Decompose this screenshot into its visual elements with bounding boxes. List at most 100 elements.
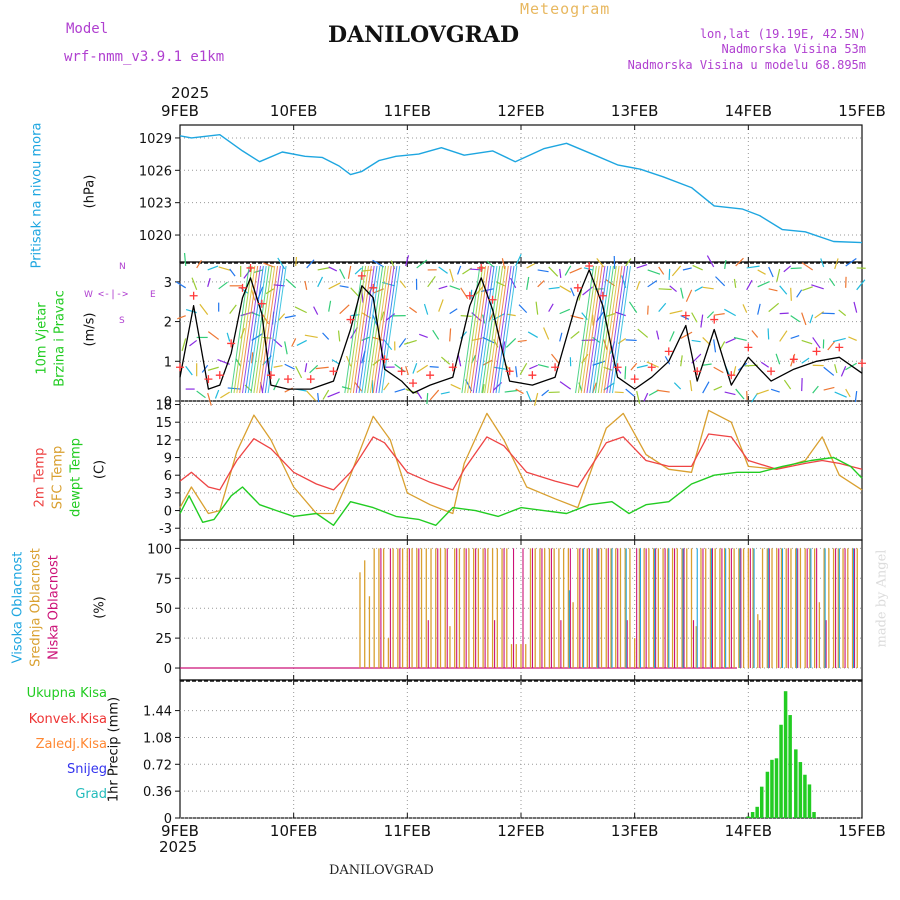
wind-arrow: [725, 337, 736, 344]
x-tick-label-bottom: 15FEB: [838, 822, 885, 840]
wind-arrow: [284, 341, 288, 355]
y-tick-label-precip: 1.44: [143, 705, 172, 720]
wind-arrow: [347, 265, 352, 279]
wind-arrow: [504, 389, 518, 393]
wind-gust-stroke: [489, 265, 509, 394]
wind-arrow: [449, 328, 452, 342]
wind-gust-stroke: [481, 265, 501, 394]
wind-gust-stroke: [230, 265, 250, 394]
wind-arrow: [543, 327, 550, 340]
precip-bar: [788, 715, 792, 818]
wind-arrow: [630, 362, 638, 371]
wind-arrow: [306, 390, 316, 401]
wind-max-marker: [204, 375, 213, 384]
wind-gust-stroke: [256, 265, 276, 394]
year-label-top: 2025: [171, 84, 210, 102]
wind-gust-stroke: [242, 265, 262, 394]
wind-max-marker: [238, 283, 247, 292]
wind-max-marker: [727, 371, 736, 380]
wind-arrow: [405, 366, 409, 376]
wind-gust-stroke: [253, 265, 273, 394]
wind-arrow: [529, 364, 538, 370]
x-tick-label-top: 12FEB: [497, 102, 544, 120]
wind-arrow: [519, 362, 528, 375]
x-tick-label-bottom: 12FEB: [497, 822, 544, 840]
precip-bar: [779, 724, 783, 818]
y-tick-label-cloud: 75: [155, 572, 172, 587]
y-tick-label-precip: 1.08: [143, 731, 172, 746]
wind-max-marker: [744, 343, 753, 352]
wind-arrow: [801, 312, 807, 326]
wind-max-marker: [380, 355, 389, 364]
wind-arrow: [331, 359, 340, 365]
wind-arrow: [770, 388, 780, 393]
wind-arrow: [845, 258, 857, 267]
wind-arrow: [229, 304, 237, 314]
wind-max-marker: [409, 379, 418, 388]
wind-arrow: [327, 391, 340, 398]
wind-arrow: [823, 386, 835, 391]
wind-arrow: [658, 266, 665, 275]
wind-arrow: [185, 365, 193, 376]
wind-arrow: [341, 386, 351, 390]
wind-arrow: [350, 314, 360, 317]
wind-arrow: [284, 363, 295, 370]
wind-arrow: [658, 288, 672, 291]
wind-gust-stroke: [372, 265, 392, 394]
wind-arrow: [845, 388, 851, 398]
elevation-label: Nadmorska Visina 53m: [721, 42, 867, 56]
wind-arrow: [306, 259, 315, 269]
wind-max-marker: [465, 291, 474, 300]
precip-bar: [746, 816, 750, 818]
wind-arrow: [702, 286, 714, 290]
wind-arrow: [856, 279, 866, 291]
wind-max-marker: [227, 339, 236, 348]
wind-arrow: [273, 364, 283, 368]
wind-max-marker: [681, 311, 690, 320]
wind-arrow: [783, 265, 792, 273]
wind-arrow: [834, 364, 838, 374]
y-tick-label-pressure: 1020: [139, 229, 172, 244]
wind-max-marker: [189, 291, 198, 300]
wind-max-marker: [528, 371, 537, 380]
wind-arrow: [486, 260, 495, 268]
wind-arrow: [460, 287, 469, 300]
wind-arrow: [515, 388, 524, 395]
wind-max-marker: [357, 271, 366, 280]
wind-arrow: [317, 393, 320, 403]
wind-arrow: [328, 300, 332, 312]
model-name: wrf-nmm_v3.9.1 e1km: [64, 49, 225, 65]
wind-gust-stroke: [486, 265, 506, 394]
wind-gust-stroke: [469, 265, 489, 394]
wind-arrow: [399, 280, 407, 289]
wind-arrow: [702, 381, 710, 394]
wind-arrow: [713, 313, 725, 316]
wind-arrow: [559, 285, 572, 293]
wind-gust-stroke: [350, 265, 369, 394]
wind-arrow: [482, 359, 493, 366]
wind-arrow: [313, 306, 319, 315]
wind-arrow: [719, 341, 726, 350]
wind-max-marker: [598, 291, 607, 300]
wind-arrow: [848, 336, 857, 341]
wind-arrow: [603, 382, 615, 391]
wind-arrow: [669, 285, 677, 293]
wind-arrow: [438, 266, 448, 274]
wind-arrow: [569, 267, 582, 274]
y-tick-label-temp: 3: [164, 487, 172, 502]
wind-gust-stroke: [592, 265, 612, 394]
wind-arrow: [706, 311, 715, 319]
wind-max-marker: [767, 367, 776, 376]
wind-arrow: [564, 265, 572, 276]
wind-arrow: [625, 388, 635, 397]
wind-arrow: [812, 385, 819, 394]
wind-arrow: [309, 364, 319, 374]
wind-arrow: [776, 268, 781, 282]
wind-max-marker: [176, 363, 184, 372]
y-tick-label-precip: 0.72: [143, 758, 172, 773]
wind-arrow: [337, 330, 341, 342]
wind-arrow: [480, 288, 494, 293]
wind-arrow: [733, 366, 737, 376]
wind-arrow: [779, 330, 788, 342]
wind-arrow: [823, 366, 835, 376]
